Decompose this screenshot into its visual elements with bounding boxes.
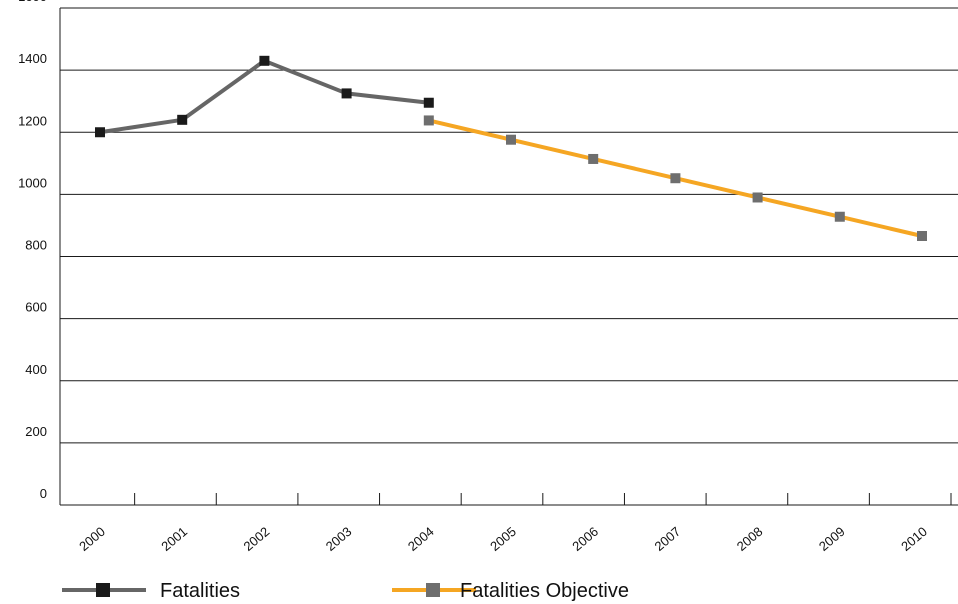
data-point [95, 127, 105, 138]
data-point [670, 173, 681, 184]
x-tick-label: 2001 [158, 524, 190, 554]
x-tick-label: 2010 [898, 524, 930, 554]
x-tick-label: 2002 [241, 524, 273, 554]
data-point [177, 114, 188, 125]
gridlines [60, 7, 958, 506]
series-fatalities [95, 55, 434, 138]
data-point [423, 115, 434, 126]
y-tick-label: 800 [25, 238, 47, 253]
x-tick-label: 2008 [734, 524, 766, 554]
legend-marker-swatch [96, 583, 110, 597]
axes [59, 8, 952, 505]
y-tick-label: 1600 [18, 0, 47, 4]
series-fatalities-objective [423, 115, 927, 241]
x-tick-label: 2007 [652, 524, 684, 554]
legend-item-fatalities: Fatalities [62, 580, 240, 602]
series-layer [95, 55, 927, 241]
x-tick-label: 2005 [487, 524, 519, 554]
legend: Fatalities Fatalities Objective [62, 580, 629, 602]
legend-label: Fatalities [160, 580, 240, 602]
data-point [752, 192, 763, 203]
y-tick-label: 0 [40, 486, 47, 501]
data-point [588, 153, 599, 164]
legend-item-fatalities-objective: Fatalities Objective [392, 580, 629, 602]
y-tick-label: 600 [25, 300, 47, 315]
data-point [259, 55, 270, 66]
data-point [341, 88, 352, 99]
y-tick-label: 1000 [18, 175, 47, 190]
y-axis-tick-labels: 0 200 400 600 800 1000 1200 1400 1600 [18, 0, 47, 501]
y-tick-label: 400 [25, 362, 47, 377]
data-point [917, 230, 927, 241]
x-tick-label: 2003 [323, 524, 355, 554]
legend-label: Fatalities Objective [460, 580, 629, 602]
x-tick-label: 2009 [816, 524, 848, 554]
x-tick-label: 2004 [405, 524, 437, 554]
legend-marker-swatch [426, 583, 440, 597]
y-tick-label: 1400 [18, 51, 47, 66]
data-point [423, 97, 434, 108]
x-tick-label: 2006 [569, 524, 601, 554]
y-tick-label: 1200 [18, 113, 47, 128]
data-point [506, 134, 516, 145]
series-line [99, 58, 430, 135]
y-tick-label: 200 [25, 424, 47, 439]
x-axis-tick-labels: 2000 2001 2002 2003 2004 2005 2006 2007 2008 2009… [76, 524, 930, 554]
x-tick-label: 2000 [76, 524, 108, 554]
data-point [834, 211, 845, 222]
